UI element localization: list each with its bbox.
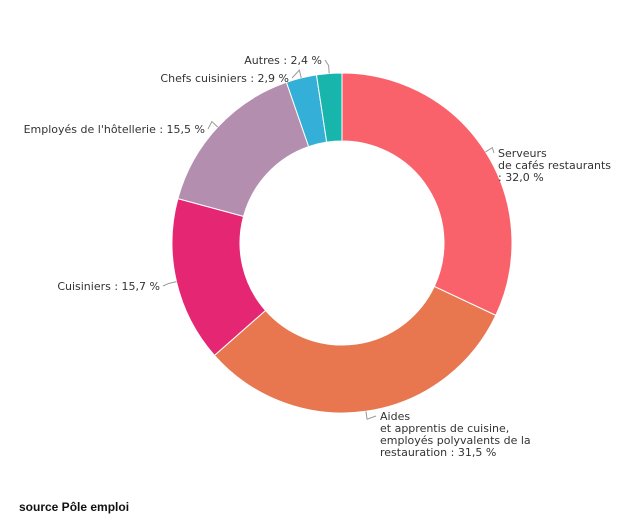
slice-5[interactable] (315, 72, 343, 143)
slice-0[interactable] (341, 72, 513, 317)
slices-group (171, 72, 513, 414)
leader-line-1 (365, 411, 377, 420)
slice-label-3: Employés de l'hôtellerie : 15,5 % (24, 123, 205, 136)
leader-line-4 (291, 69, 302, 79)
slice-label-1: Aides et apprentis de cuisine, employés po… (380, 410, 531, 459)
leader-line-3 (207, 120, 219, 130)
leader-line-2 (162, 281, 177, 287)
slice-label-5: Autres : 2,4 % (244, 54, 322, 67)
source-note: source Pôle emploi (19, 500, 130, 514)
leader-line-5 (324, 59, 330, 74)
slice-1[interactable] (213, 285, 497, 414)
slice-label-4: Chefs cuisiniers : 2,9 % (160, 72, 289, 85)
slice-label-2: Cuisiniers : 15,7 % (57, 280, 160, 293)
leader-line-0 (485, 146, 495, 154)
labels-group: Serveurs de cafés restaurants: 32,0 % Aide… (24, 54, 612, 459)
slice-label-0: Serveurs de cafés restaurants: 32,0 % (498, 147, 611, 184)
slice-3[interactable] (177, 81, 310, 218)
